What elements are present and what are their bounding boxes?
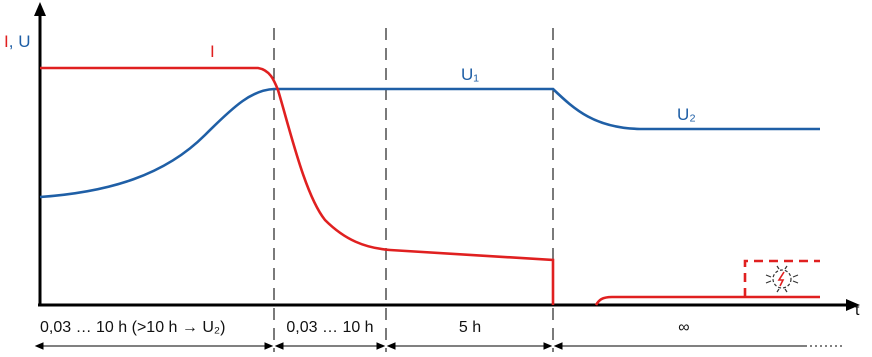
- y-axis-label: I, U: [4, 32, 30, 51]
- y-axis-label-sep: ,: [9, 32, 18, 51]
- voltage-curve: [39, 87, 820, 199]
- voltage2-label: U₂: [677, 105, 696, 124]
- x-axis-arrow: [846, 299, 860, 311]
- phase-arrows: [34, 342, 842, 350]
- phase-dividers: [273, 28, 554, 352]
- phase-2-label: 0,03 … 10 h: [286, 319, 373, 336]
- y-axis-label-current: I: [4, 32, 9, 51]
- y-axis-label-voltage: U: [18, 32, 30, 51]
- current-label: I: [210, 42, 215, 61]
- y-axis-arrow: [34, 2, 46, 16]
- phase-3-label: 5 h: [459, 319, 481, 336]
- current-curve: [40, 66, 555, 305]
- axes: [34, 2, 860, 311]
- voltage1-label: U₁: [461, 65, 479, 84]
- lightning-in-circle-icon: [765, 265, 799, 293]
- current-pulse-dashed: [743, 259, 820, 297]
- current-trickle: [594, 295, 820, 306]
- x-axis-label: t: [855, 302, 860, 319]
- phase-4-label: ∞: [678, 319, 689, 336]
- phase-1-label: 0,03 … 10 h (>10 h → U₂): [40, 319, 225, 336]
